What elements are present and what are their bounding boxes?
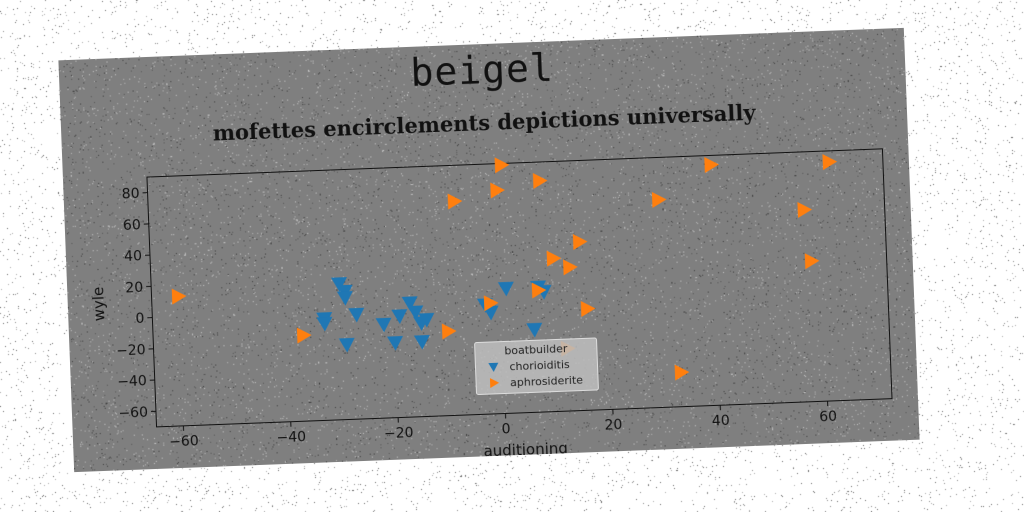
chorioiditis-point xyxy=(338,337,355,353)
chorioiditis-point xyxy=(330,277,347,292)
chorioiditis-point xyxy=(407,305,424,321)
chorioiditis-point xyxy=(375,317,392,333)
aphrosiderite-point xyxy=(494,157,510,174)
x-tick-label: 20 xyxy=(604,417,622,434)
aphrosiderite-point xyxy=(804,253,820,270)
y-axis-label: wyle xyxy=(89,286,108,321)
chorioiditis-point xyxy=(526,322,543,338)
aphrosiderite-point xyxy=(171,288,187,305)
aphrosiderite-point xyxy=(490,182,505,199)
aphrosiderite-point xyxy=(483,295,499,312)
legend-marker-aphrosiderite xyxy=(489,378,500,389)
aphrosiderite-point xyxy=(441,323,457,340)
aphrosiderite-point xyxy=(704,157,719,174)
x-tick-label: −40 xyxy=(276,429,306,446)
chorioiditis-point xyxy=(336,290,353,306)
chorioiditis-point xyxy=(418,312,435,328)
aphrosiderite-point xyxy=(546,250,562,267)
legend-label-aphrosiderite: aphrosiderite xyxy=(510,373,584,389)
aphrosiderite-point xyxy=(532,173,548,189)
aphrosiderite-point xyxy=(797,201,813,218)
aphrosiderite-point xyxy=(580,300,596,317)
y-tick-label: 40 xyxy=(124,248,142,265)
chorioiditis-point xyxy=(387,335,403,351)
chorioiditis-point xyxy=(413,334,430,350)
aphrosiderite-point xyxy=(822,154,838,171)
chorioiditis-point xyxy=(401,296,418,312)
y-tick-label: −20 xyxy=(116,342,146,359)
x-tick-label: 40 xyxy=(712,413,730,430)
legend-title: boatbuilder xyxy=(504,342,568,357)
legend-marker-chorioiditis xyxy=(488,362,499,372)
legend-box xyxy=(474,337,599,396)
aphrosiderite-point xyxy=(447,193,463,210)
y-tick-label: −60 xyxy=(118,405,148,422)
y-tick-label: 20 xyxy=(125,280,143,297)
aphrosiderite-point xyxy=(296,327,312,344)
x-tick-label: −20 xyxy=(384,425,414,442)
aphrosiderite-point xyxy=(572,234,588,251)
aphrosiderite-point xyxy=(651,191,667,208)
y-tick-label: 80 xyxy=(121,186,139,203)
axis-ticks: −60 −40 −20 0 20 40 60 −60 −40 −20 0 20 40 60 80 xyxy=(116,186,838,450)
x-tick-label: 0 xyxy=(501,421,511,437)
x-tick-label: 60 xyxy=(819,409,837,426)
chorioiditis-point xyxy=(391,309,408,324)
y-tick-label: 0 xyxy=(135,311,145,327)
chart-card: beigel mofettes encirclements depictions… xyxy=(58,27,920,473)
aphrosiderite-point xyxy=(563,259,578,276)
x-tick-label: −60 xyxy=(169,433,199,450)
chorioiditis-point xyxy=(348,307,365,323)
aphrosiderite-point xyxy=(674,364,690,381)
aphrosiderite-point xyxy=(531,282,547,299)
axes-frame xyxy=(146,148,893,428)
y-tick-label: −40 xyxy=(117,373,147,390)
chorioiditis-point xyxy=(316,316,333,332)
y-tick-label: 60 xyxy=(123,217,141,234)
legend-label-chorioiditis: chorioiditis xyxy=(509,358,570,373)
chorioiditis-point xyxy=(497,281,514,297)
